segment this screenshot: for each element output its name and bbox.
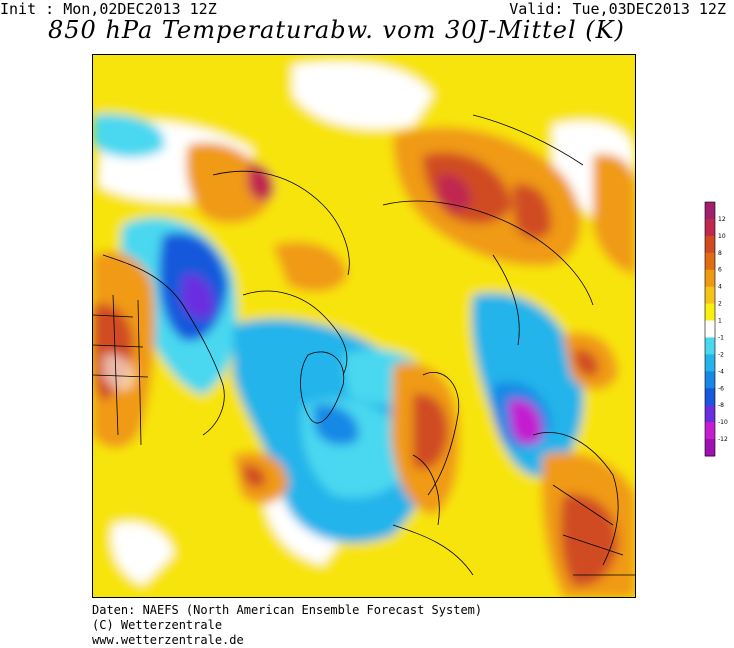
- legend-swatch: [705, 422, 715, 440]
- legend-swatch: [705, 269, 715, 288]
- legend-swatch: [705, 337, 715, 355]
- legend-label: 4: [718, 284, 722, 291]
- legend-swatch: [705, 388, 715, 406]
- legend-swatch: [705, 320, 715, 338]
- legend-label: -6: [718, 385, 724, 392]
- legend-swatch: [705, 286, 715, 305]
- legend-label: -10: [718, 419, 728, 426]
- legend-swatch: [705, 371, 715, 389]
- legend-swatch: [705, 354, 715, 372]
- legend-outline: [704, 201, 716, 457]
- legend-swatch: [705, 202, 715, 220]
- valid-time: Valid: Tue,03DEC2013 12Z: [509, 0, 726, 18]
- coastlines-outline: [93, 114, 635, 576]
- color-legend: 12 10 8 6 4 2 1 -1 -2 -4 -6 -8 -10 -12: [703, 194, 733, 464]
- legend-swatch: [705, 252, 715, 271]
- legend-label: 2: [718, 301, 722, 308]
- init-time: Init : Mon,02DEC2013 12Z: [0, 0, 217, 18]
- legend-label: -4: [718, 368, 724, 375]
- footer-data-source: Daten: NAEFS (North American Ensemble Fo…: [92, 603, 483, 617]
- legend-label: 8: [718, 250, 722, 257]
- legend-label: -1: [718, 334, 724, 341]
- legend-swatch: [705, 405, 715, 423]
- legend-label: -8: [718, 402, 724, 409]
- legend-swatch: [705, 439, 715, 457]
- anomaly-map: [92, 54, 636, 598]
- legend-label: 12: [718, 216, 726, 223]
- footer-url[interactable]: www.wetterzentrale.de: [92, 633, 244, 647]
- legend-swatch: [705, 218, 715, 237]
- footer: Daten: NAEFS (North American Ensemble Fo…: [92, 603, 482, 648]
- legend-label: 10: [718, 233, 726, 240]
- anomaly-field: [93, 55, 635, 597]
- map-title: 850 hPa Temperaturabw. vom 30J-Mittel (K…: [48, 16, 625, 44]
- legend-label: -12: [718, 436, 728, 443]
- legend-label: -2: [718, 351, 724, 358]
- legend-label: 1: [718, 318, 722, 325]
- legend-swatch: [705, 235, 715, 254]
- footer-copyright: (C) Wetterzentrale: [92, 618, 223, 632]
- legend-label: 6: [718, 267, 722, 274]
- legend-swatch: [705, 303, 715, 322]
